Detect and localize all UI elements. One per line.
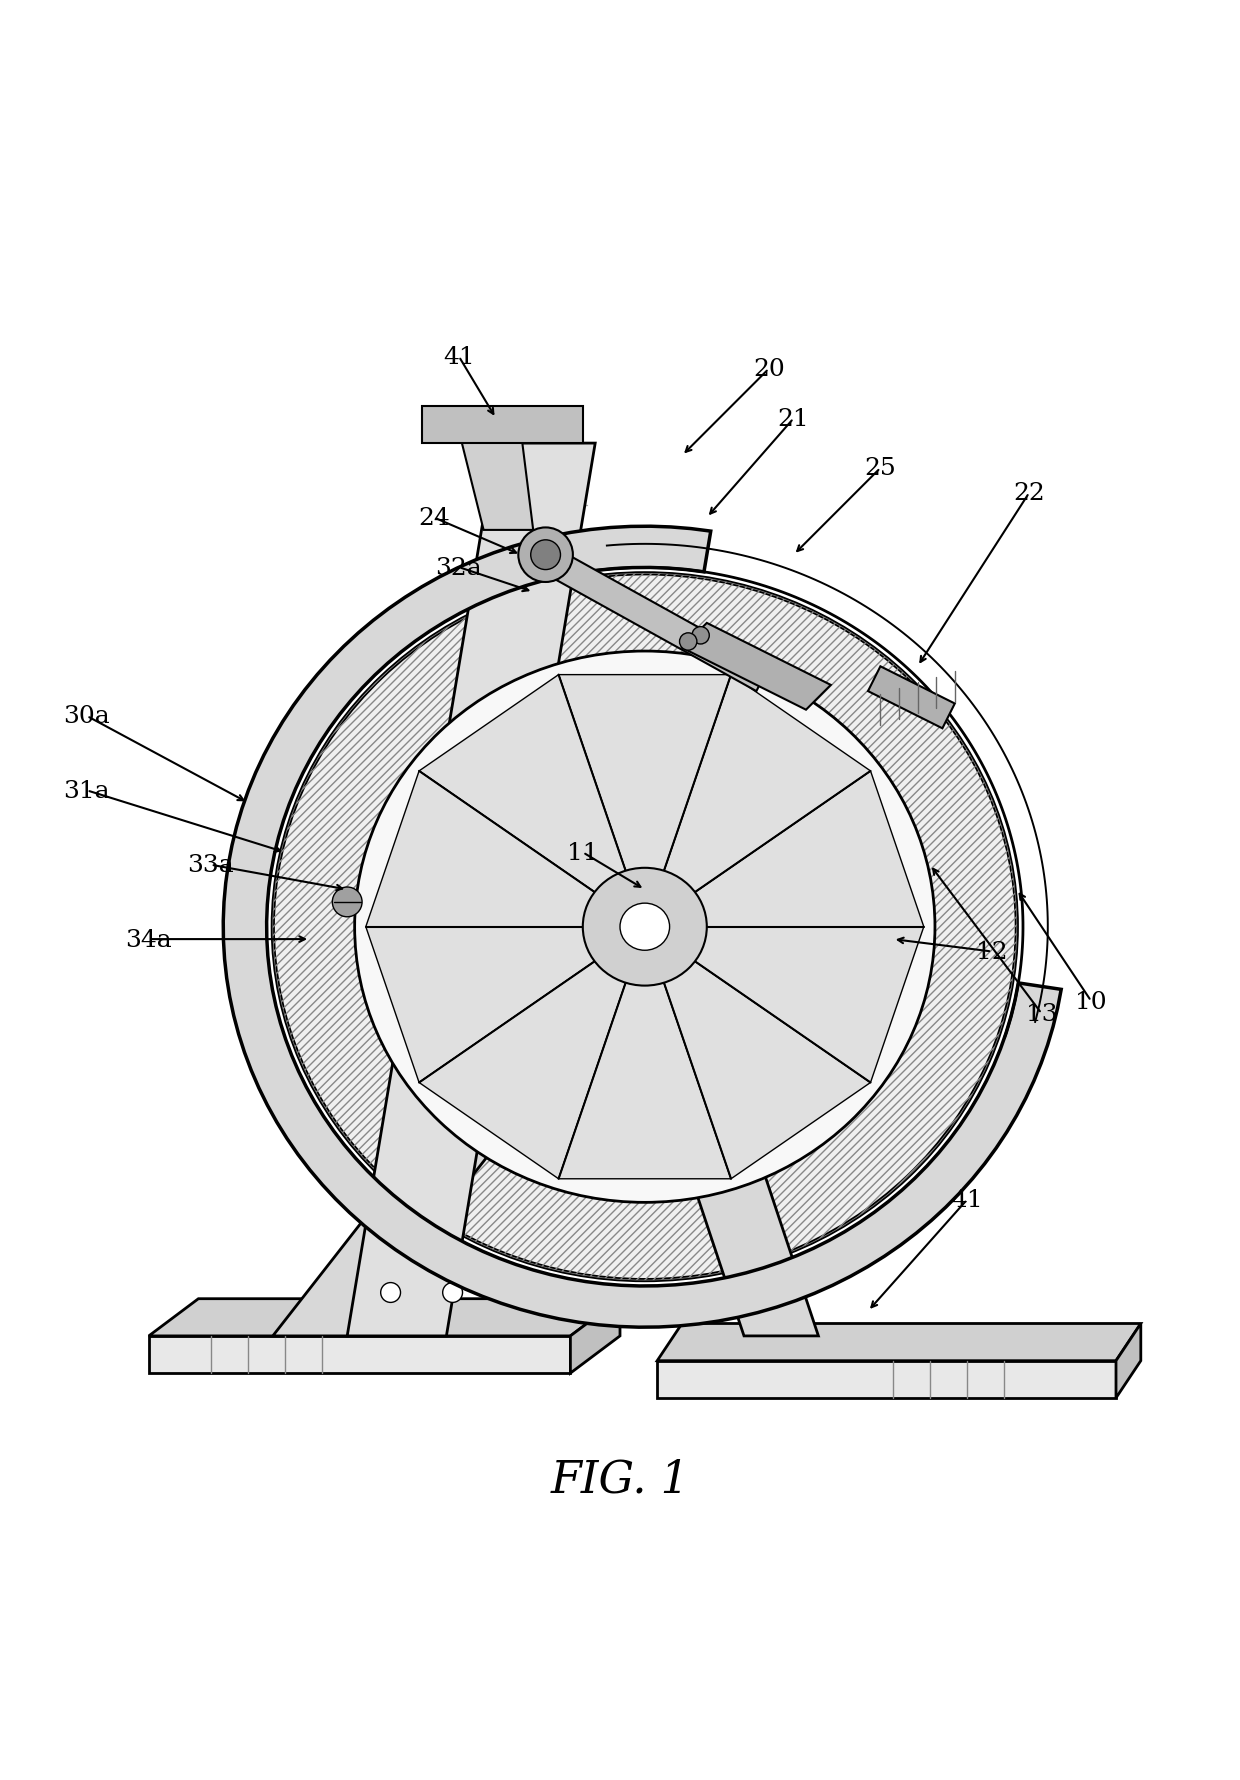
Polygon shape [657,1362,1116,1397]
Ellipse shape [620,904,670,951]
Polygon shape [570,1299,620,1374]
Text: 13: 13 [1025,1002,1058,1025]
Polygon shape [694,927,924,1082]
Polygon shape [347,443,595,1337]
Text: 33a: 33a [187,854,234,878]
Polygon shape [558,675,732,870]
Polygon shape [868,668,955,728]
Circle shape [381,1283,401,1303]
Text: 12: 12 [976,940,1008,963]
Text: 22: 22 [1013,482,1045,506]
Text: 41: 41 [951,1189,983,1212]
Ellipse shape [355,651,935,1203]
Polygon shape [149,1299,620,1337]
Polygon shape [1116,1324,1141,1397]
Polygon shape [663,961,870,1178]
Polygon shape [366,927,595,1082]
Polygon shape [657,1324,1141,1362]
Text: 21: 21 [777,408,810,431]
Text: FIG. 1: FIG. 1 [551,1458,689,1501]
Circle shape [692,627,709,644]
Ellipse shape [273,573,1017,1280]
Polygon shape [663,675,870,892]
Polygon shape [694,771,924,927]
Text: 24: 24 [418,507,450,530]
Text: 34a: 34a [125,927,172,951]
Text: 25: 25 [864,457,897,481]
Circle shape [518,529,573,582]
Circle shape [443,1283,463,1303]
Polygon shape [533,543,769,692]
Circle shape [332,888,362,917]
Ellipse shape [583,869,707,986]
Polygon shape [149,1337,570,1374]
Polygon shape [608,927,818,1337]
Circle shape [680,634,697,651]
Polygon shape [223,527,1061,1328]
Text: 30a: 30a [63,705,110,728]
Polygon shape [419,961,626,1178]
Text: 20: 20 [753,358,785,381]
Polygon shape [419,675,626,892]
Polygon shape [366,771,595,927]
Polygon shape [459,431,533,530]
Circle shape [531,541,560,570]
Text: 41: 41 [443,345,475,368]
Text: 31a: 31a [63,780,110,803]
Text: 10: 10 [1075,990,1107,1013]
Text: 32a: 32a [435,557,482,578]
Polygon shape [273,940,657,1337]
Text: 11: 11 [567,842,599,865]
Polygon shape [682,623,831,710]
Polygon shape [422,406,583,443]
Polygon shape [558,983,732,1178]
